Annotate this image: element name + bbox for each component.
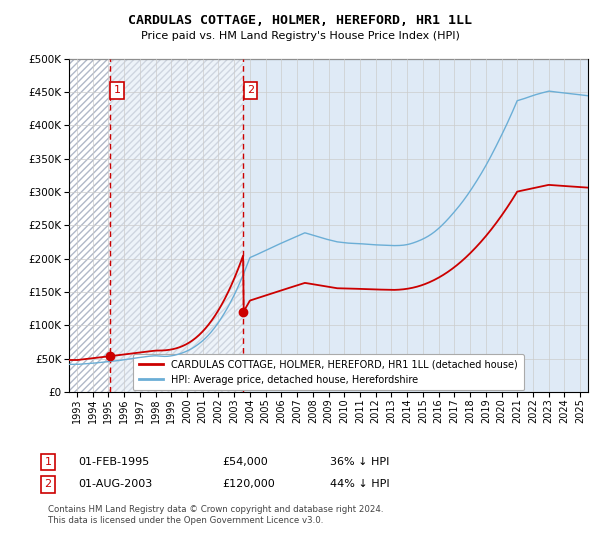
Bar — [69, 59, 110, 392]
Text: 1: 1 — [44, 457, 52, 467]
Bar — [243, 59, 588, 392]
Text: 1: 1 — [113, 86, 121, 95]
Bar — [110, 59, 243, 392]
Bar — [69, 59, 110, 392]
Text: 2: 2 — [44, 479, 52, 489]
Text: 01-AUG-2003: 01-AUG-2003 — [78, 479, 152, 489]
Text: Price paid vs. HM Land Registry's House Price Index (HPI): Price paid vs. HM Land Registry's House … — [140, 31, 460, 41]
Text: £120,000: £120,000 — [222, 479, 275, 489]
Text: 44% ↓ HPI: 44% ↓ HPI — [330, 479, 389, 489]
Text: 01-FEB-1995: 01-FEB-1995 — [78, 457, 149, 467]
Text: CARDULAS COTTAGE, HOLMER, HEREFORD, HR1 1LL: CARDULAS COTTAGE, HOLMER, HEREFORD, HR1 … — [128, 14, 472, 27]
Text: Contains HM Land Registry data © Crown copyright and database right 2024.
This d: Contains HM Land Registry data © Crown c… — [48, 505, 383, 525]
Text: £54,000: £54,000 — [222, 457, 268, 467]
Legend: CARDULAS COTTAGE, HOLMER, HEREFORD, HR1 1LL (detached house), HPI: Average price: CARDULAS COTTAGE, HOLMER, HEREFORD, HR1 … — [133, 354, 524, 390]
Bar — [110, 59, 243, 392]
Text: 36% ↓ HPI: 36% ↓ HPI — [330, 457, 389, 467]
Text: 2: 2 — [247, 86, 254, 95]
